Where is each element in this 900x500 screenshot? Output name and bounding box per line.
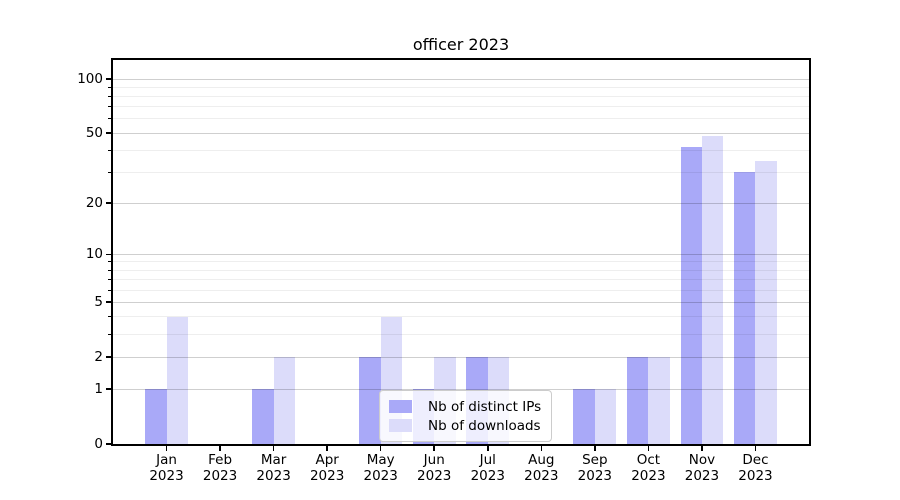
x-axis-tick <box>540 446 543 451</box>
bar-distinct-ips-dec <box>734 172 756 444</box>
bar-distinct-ips-oct <box>626 357 649 444</box>
y-axis-tick-label: 5 <box>94 294 103 311</box>
major-gridline <box>113 78 809 80</box>
y-axis-tick <box>106 301 111 304</box>
major-gridline <box>113 202 809 204</box>
x-axis-tick <box>379 446 382 451</box>
x-axis-tick-label: May 2023 <box>363 452 398 484</box>
y-axis-tick-label: 0 <box>94 436 103 452</box>
x-axis-tick <box>433 446 436 451</box>
bar-distinct-ips-mar <box>252 389 274 444</box>
x-axis-tick <box>701 446 703 451</box>
minor-gridline <box>113 118 809 120</box>
y-axis-minor-tick <box>108 106 111 108</box>
y-axis-minor-tick <box>108 86 111 88</box>
x-axis-tick-label: Nov 2023 <box>684 452 720 484</box>
x-axis-tick <box>594 446 596 451</box>
legend-item: Nb of downloads <box>389 416 541 435</box>
minor-gridline <box>113 86 809 88</box>
y-axis-tick <box>106 443 111 445</box>
y-axis-tick-label: 100 <box>77 71 103 87</box>
x-axis-tick <box>165 446 168 451</box>
y-axis-minor-tick <box>108 95 111 97</box>
bar-distinct-ips-sep <box>573 389 595 444</box>
x-axis-tick <box>326 446 328 451</box>
x-axis-tick-label: Dec 2023 <box>738 452 773 484</box>
bar-downloads-oct <box>648 357 670 444</box>
legend: Nb of distinct IPs Nb of downloads <box>379 390 553 442</box>
bar-downloads-mar <box>273 357 296 444</box>
bar-distinct-ips-jan <box>145 389 167 444</box>
y-axis-minor-tick <box>108 289 111 291</box>
x-axis-tick <box>647 446 650 451</box>
minor-gridline <box>113 279 809 281</box>
x-axis-tick-label: Mar 2023 <box>256 452 291 484</box>
y-axis-tick <box>106 78 111 80</box>
y-axis-tick <box>106 132 111 134</box>
y-axis-minor-tick <box>108 171 111 173</box>
bar-downloads-nov <box>701 136 724 444</box>
x-axis-tick-label: Jan 2023 <box>149 452 184 484</box>
y-axis-minor-tick <box>108 118 111 120</box>
y-axis-tick-label: 50 <box>85 125 103 142</box>
legend-item: Nb of distinct IPs <box>389 397 541 416</box>
y-axis-minor-tick <box>108 261 111 263</box>
bar-downloads-jan <box>166 316 188 444</box>
y-axis-minor-tick <box>108 269 111 271</box>
y-axis-minor-tick <box>108 316 111 318</box>
plot-area: Nb of distinct IPs Nb of downloads <box>106 58 811 451</box>
bar-downloads-dec <box>755 160 777 444</box>
x-axis-tick-label: Feb 2023 <box>202 452 238 484</box>
x-axis-tick-label: Jun 2023 <box>417 452 452 484</box>
major-gridline <box>113 253 809 255</box>
x-axis-tick-label: Aug 2023 <box>524 452 559 484</box>
minor-gridline <box>113 333 809 335</box>
x-axis-tick <box>486 446 489 451</box>
minor-gridline <box>113 269 809 271</box>
major-gridline <box>113 356 809 358</box>
minor-gridline <box>113 171 809 173</box>
legend-swatch-distinct-ips <box>389 400 412 413</box>
y-axis-tick <box>106 388 111 390</box>
y-axis-tick-label: 1 <box>94 381 103 398</box>
legend-label: Nb of downloads <box>428 417 541 434</box>
major-gridline <box>113 301 809 303</box>
chart-title: officer 2023 <box>412 35 510 54</box>
minor-gridline <box>113 316 809 318</box>
y-axis-tick-label: 10 <box>85 246 103 263</box>
y-axis-minor-tick <box>108 279 111 281</box>
bar-distinct-ips-nov <box>680 146 702 444</box>
bar-downloads-sep <box>594 389 617 444</box>
x-axis-tick-label: Jul 2023 <box>470 452 505 484</box>
x-axis-tick <box>272 446 275 451</box>
major-gridline <box>113 388 809 390</box>
y-axis-tick-label: 2 <box>94 349 103 366</box>
y-axis-tick <box>106 253 111 256</box>
y-axis-minor-tick <box>108 149 111 151</box>
x-axis-tick <box>219 446 221 451</box>
minor-gridline <box>113 261 809 263</box>
minor-gridline <box>113 95 809 97</box>
minor-gridline <box>113 289 809 291</box>
minor-gridline <box>113 149 809 151</box>
x-axis-tick-label: Oct 2023 <box>631 452 666 484</box>
legend-label: Nb of distinct IPs <box>428 398 542 415</box>
major-gridline <box>113 132 809 134</box>
y-axis-tick-label: 20 <box>85 195 103 212</box>
y-axis-minor-tick <box>108 333 111 335</box>
y-axis-tick <box>106 202 111 204</box>
minor-gridline <box>113 106 809 108</box>
bar-distinct-ips-may <box>359 357 381 444</box>
x-axis-tick <box>754 446 757 451</box>
y-axis-tick <box>106 356 111 358</box>
x-axis-tick-label: Apr 2023 <box>309 452 345 484</box>
x-axis-tick-label: Sep 2023 <box>577 452 613 484</box>
legend-swatch-downloads <box>389 419 412 432</box>
